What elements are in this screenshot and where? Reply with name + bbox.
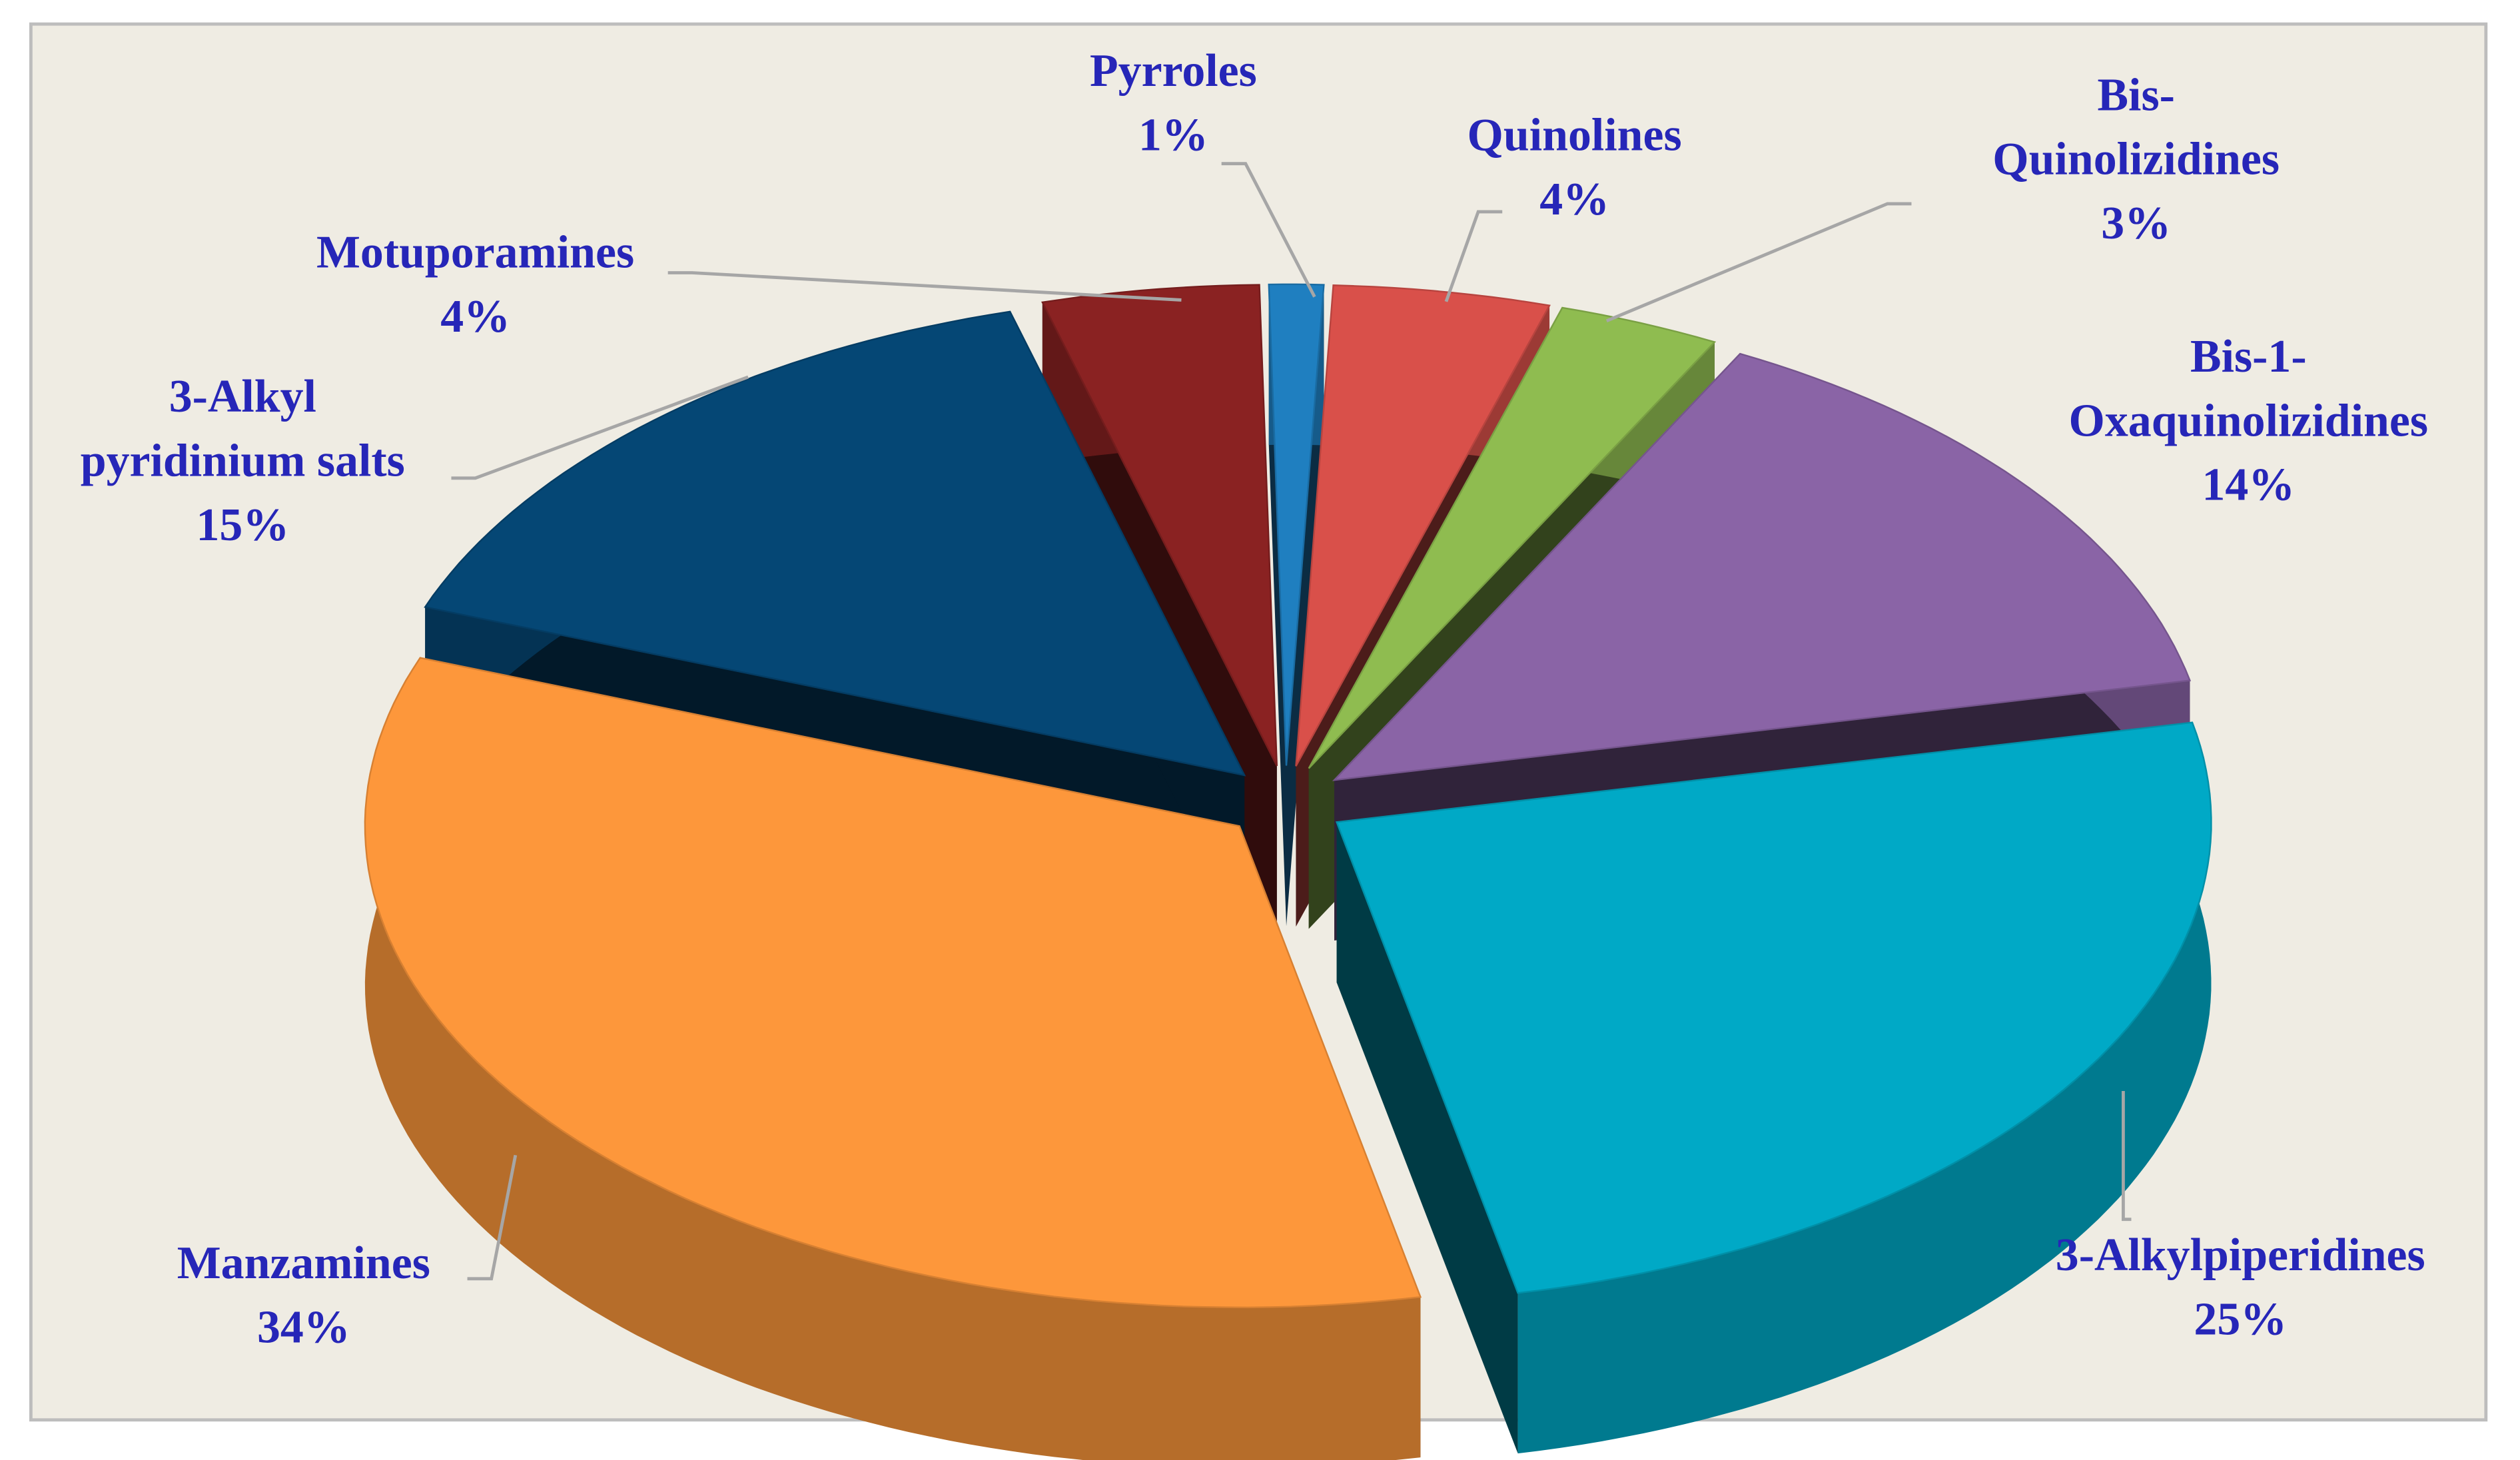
leader-line — [1444, 210, 1503, 302]
value-label: 34% — [257, 1301, 350, 1353]
category-label: Manzamines — [177, 1238, 430, 1289]
slice — [1268, 283, 1325, 766]
category-label: 3-Alkyl pyridinium salts — [81, 371, 405, 486]
category-label: Motuporamines — [316, 226, 634, 278]
leader-line — [467, 1154, 518, 1281]
label-line: Bis-1- — [2190, 331, 2307, 382]
leader-line — [2122, 1090, 2132, 1222]
slice-side — [1517, 722, 2212, 1454]
slice-group — [364, 657, 1422, 1460]
label-line: Oxaquinolizidines — [2069, 395, 2429, 446]
value-label: 4% — [440, 291, 510, 342]
value-label: 3% — [2101, 198, 2171, 249]
category-label: Pyrroles — [1090, 45, 1257, 97]
leader-line — [667, 271, 1182, 302]
label-line: Pyrroles — [1090, 45, 1257, 97]
value-label: 15% — [196, 500, 289, 551]
label-line: 3-Alkylpiperidines — [2056, 1230, 2425, 1281]
slice — [1041, 284, 1278, 767]
slice — [1295, 284, 1551, 767]
leader-line — [1221, 162, 1316, 298]
value-label: 14% — [2202, 460, 2295, 511]
label-line: pyridinium salts — [81, 436, 405, 487]
label-line: Motuporamines — [316, 226, 634, 278]
label-line: 3-Alkyl — [169, 371, 316, 422]
label-line: Bis- — [2097, 69, 2174, 121]
label-line: Manzamines — [177, 1238, 430, 1289]
value-label: 4% — [1539, 174, 1609, 225]
category-label: Bis- Quinolizidines — [1992, 69, 2280, 184]
category-label: Bis-1- Oxaquinolizidines — [2069, 331, 2429, 446]
value-label: 1% — [1138, 110, 1208, 161]
leader-line — [1605, 202, 1912, 322]
slice-side — [1336, 822, 1518, 1454]
label-line: Quinolines — [1468, 110, 1682, 161]
slice — [1335, 721, 2212, 1294]
category-label: 3-Alkylpiperidines — [2056, 1230, 2425, 1281]
slice-side — [1268, 284, 1287, 926]
slice — [424, 310, 1246, 777]
slice-group — [1335, 721, 2212, 1454]
slice — [364, 657, 1422, 1309]
category-label: Quinolines — [1468, 110, 1682, 161]
slice — [1308, 306, 1717, 769]
label-line: Quinolizidines — [1992, 134, 2280, 185]
slice-side — [364, 657, 1421, 1460]
slice — [1332, 352, 2192, 781]
value-label: 25% — [2194, 1293, 2287, 1345]
leader-line — [451, 375, 749, 480]
